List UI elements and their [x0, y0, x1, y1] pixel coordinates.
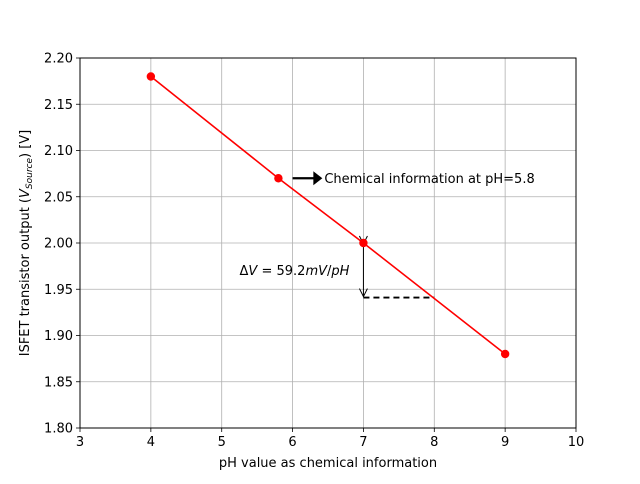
delta-slash: /	[327, 264, 332, 279]
y-tick-label: 2.00	[44, 237, 73, 252]
data-point	[146, 72, 156, 81]
data-point	[359, 238, 368, 248]
delta-ph: pH	[330, 264, 349, 279]
y-axis-label: ISFET transistor output (VSource) [V]	[18, 130, 35, 357]
info-annotation-text: Chemical information at pH=5.8	[324, 172, 534, 187]
x-axis: 3 4 5 6 7 8 9 10	[76, 428, 584, 450]
y-tick-label: 2.20	[44, 52, 73, 67]
x-tick-label: 4	[147, 435, 155, 450]
annotation-lines	[292, 171, 435, 299]
data-point	[500, 349, 510, 359]
series-line	[150, 75, 506, 355]
y-axis-label-suffix: ) [V]	[18, 130, 33, 158]
delta-unit: mV	[305, 264, 328, 279]
data-point	[274, 174, 283, 183]
info-arrow-head	[313, 171, 323, 186]
y-axis-label-sub: Source	[25, 158, 35, 190]
y-tick-label: 1.90	[44, 329, 73, 344]
y-tick-label: 1.95	[44, 283, 73, 298]
series-layer	[146, 72, 510, 359]
x-tick-label: 8	[430, 435, 438, 450]
y-tick-label: 1.85	[44, 375, 73, 390]
delta-annotation-text: ΔV = 59.2mV/pH	[240, 264, 350, 279]
y-axis: 1.80 1.85 1.90 1.95 2.00 2.05 2.10 2.15 2.20	[44, 52, 80, 437]
x-tick-label: 9	[501, 435, 509, 450]
y-tick-label: 2.15	[44, 98, 73, 113]
delta-symbol: Δ	[240, 264, 249, 279]
y-tick-label: 1.80	[44, 422, 73, 437]
delta-v: V	[248, 264, 258, 279]
y-axis-label-var: V	[18, 188, 33, 198]
x-tick-label: 10	[568, 435, 585, 450]
y-tick-label: 2.05	[44, 190, 73, 205]
y-tick-label: 2.10	[44, 144, 73, 159]
x-tick-label: 3	[76, 435, 84, 450]
x-axis-label: pH value as chemical information	[219, 456, 437, 471]
y-axis-label-prefix: ISFET transistor output (	[18, 198, 33, 356]
x-tick-label: 7	[359, 435, 367, 450]
x-tick-label: 6	[288, 435, 296, 450]
x-tick-label: 5	[218, 435, 226, 450]
delta-value: = 59.2	[257, 264, 305, 279]
